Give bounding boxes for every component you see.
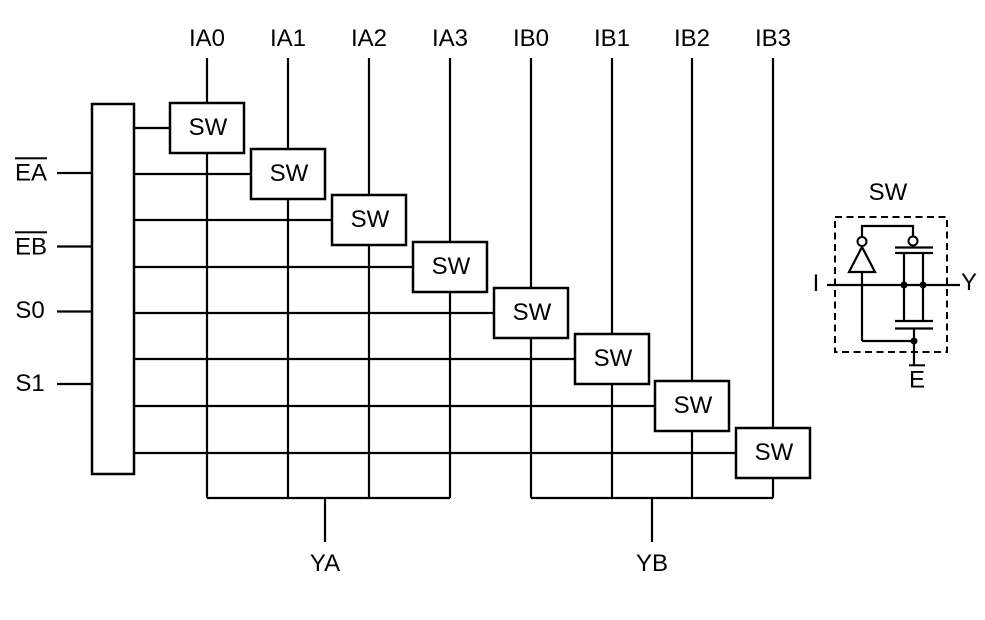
sw-label-ia3: SW (431, 252, 471, 280)
sw-box-ia2 (330, 193, 408, 247)
pmos-gate-bubble (907, 235, 919, 247)
decoder-section (57, 102, 136, 476)
inverter-bubble (856, 236, 868, 247)
input-label-ia0: IA0 (188, 24, 226, 52)
input-label-s1: S1 (15, 369, 45, 397)
sw-label-ib1: SW (593, 344, 633, 372)
inverter-output-wire (860, 224, 915, 237)
sw-box-ib0 (492, 286, 570, 340)
sw-detail-inset (827, 216, 960, 366)
sw-label-ib0: SW (512, 298, 552, 326)
input-label-ea: EA (14, 157, 48, 187)
inverter-icon (847, 224, 915, 341)
junction-dot-left (900, 281, 908, 289)
transmission-gate-icon (862, 235, 933, 366)
inset-label-y: Y (960, 268, 978, 296)
control-lines (134, 126, 736, 455)
inset-label-e: E (908, 364, 926, 394)
sw-label-ia0: SW (188, 113, 228, 141)
sw-box-ia1 (249, 147, 327, 201)
junction-dot-right (919, 281, 927, 289)
switch-boxes (168, 101, 812, 480)
output-label-yb: YB (635, 549, 669, 577)
sw-box-ia0 (168, 101, 246, 155)
junction-dot-enable (910, 337, 918, 345)
input-label-ib0: IB0 (512, 24, 550, 52)
inset-label-i: I (812, 269, 820, 297)
output-label-ya: YA (309, 549, 341, 577)
input-label-ib2: IB2 (673, 24, 711, 52)
input-label-ib3: IB3 (754, 24, 792, 52)
sw-box-ib1 (573, 332, 651, 386)
input-label-ia1: IA1 (269, 24, 307, 52)
sw-label-ia1: SW (269, 159, 309, 187)
sw-box-ib2 (653, 379, 731, 433)
sw-box-ia3 (411, 240, 489, 294)
decoder-block (90, 102, 136, 476)
sw-box-ib3 (734, 426, 812, 480)
input-label-ia2: IA2 (350, 24, 388, 52)
inset-title-sw: SW (868, 178, 908, 206)
input-label-s0: S0 (15, 296, 45, 324)
sw-label-ib3: SW (754, 438, 794, 466)
inverter-triangle (847, 244, 877, 274)
input-label-ib1: IB1 (593, 24, 631, 52)
sw-label-ib2: SW (673, 391, 713, 419)
sw-label-ia2: SW (350, 205, 390, 233)
input-label-eb: EB (14, 231, 48, 261)
output-buses (207, 496, 773, 542)
input-label-ia3: IA3 (431, 24, 469, 52)
